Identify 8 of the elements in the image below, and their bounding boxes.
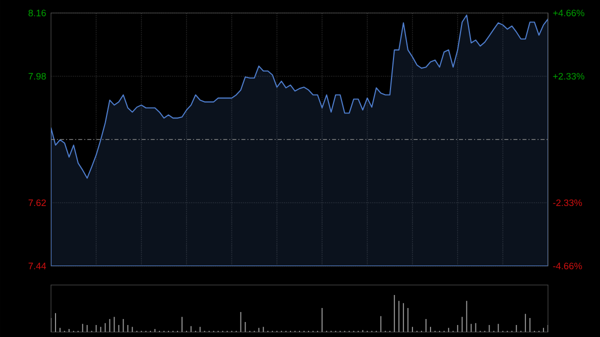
y-tick-label: 8.16	[28, 10, 46, 16]
y-tick-label: 7.44	[28, 262, 46, 270]
y2-tick-label: -2.33%	[553, 199, 582, 206]
y-tick-label: 7.98	[28, 72, 46, 80]
y2-tick-label: +4.66%	[553, 10, 584, 16]
y-tick-label: 7.62	[28, 199, 46, 206]
y2-tick-label: -4.66%	[553, 262, 582, 270]
y2-tick-label: +2.33%	[553, 72, 584, 80]
